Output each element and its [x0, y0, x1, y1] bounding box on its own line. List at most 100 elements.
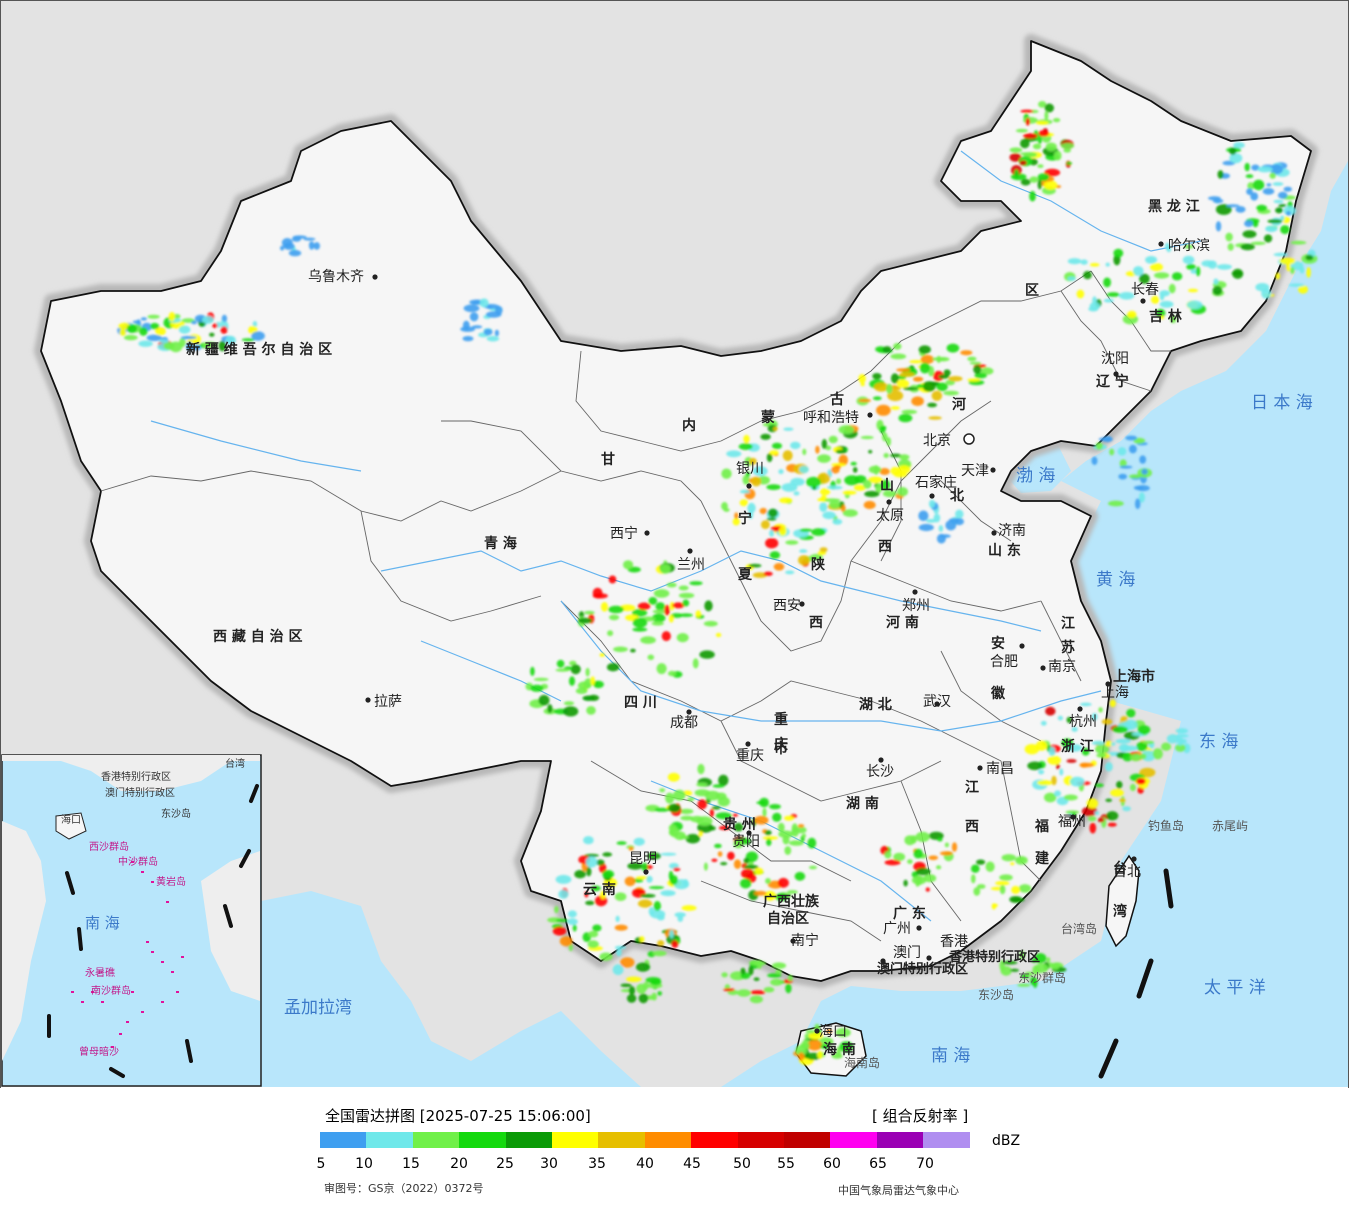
radar-echo	[1187, 288, 1199, 293]
radar-echo	[1066, 161, 1073, 165]
city-marker-icon	[991, 530, 997, 536]
radar-echo	[695, 610, 702, 618]
province-label: 湖 北	[859, 697, 892, 713]
radar-echo	[748, 563, 762, 568]
legend-tick-label: 45	[683, 1156, 701, 1172]
island-marker	[176, 991, 179, 993]
radar-echo	[191, 320, 198, 325]
radar-echo	[313, 242, 320, 250]
radar-echo	[765, 538, 779, 549]
legend-tick-label: 55	[777, 1156, 795, 1172]
radar-echo	[1037, 178, 1043, 190]
city-label: 乌鲁木齐	[308, 269, 364, 285]
legend-swatch	[552, 1132, 599, 1148]
radar-echo	[785, 983, 792, 994]
radar-echo	[1110, 742, 1116, 746]
radar-echo	[1226, 204, 1240, 208]
radar-echo	[819, 488, 831, 496]
radar-echo	[665, 792, 675, 804]
island-label: 海南岛	[844, 1055, 880, 1070]
island-label: 赤尾屿	[1212, 819, 1248, 833]
radar-echo	[1020, 109, 1034, 113]
inset-label: 南沙群岛	[91, 984, 131, 997]
radar-echo	[826, 1029, 833, 1034]
radar-echo	[985, 861, 995, 872]
radar-echo	[890, 453, 902, 458]
radar-echo	[139, 327, 148, 336]
radar-echo	[647, 852, 661, 860]
radar-echo	[999, 874, 1013, 881]
province-label: 浙 江	[1061, 738, 1094, 755]
radar-echo	[761, 520, 770, 529]
radar-echo	[577, 681, 591, 690]
radar-echo	[787, 890, 798, 894]
radar-echo	[673, 789, 686, 801]
radar-echo	[682, 599, 690, 607]
radar-echo	[649, 886, 664, 890]
radar-echo	[971, 864, 980, 873]
radar-echo	[752, 572, 768, 578]
radar-echo	[738, 443, 753, 450]
radar-echo	[797, 824, 805, 828]
city-label: 南昌	[986, 761, 1014, 777]
radar-echo	[763, 986, 775, 993]
radar-echo	[1038, 769, 1045, 775]
radar-echo	[1275, 207, 1283, 214]
radar-map: 新 疆 维 吾 尔 自 治 区西 藏 自 治 区 青 海 甘 内 蒙 古 区 黑 龙 江吉 林…	[1, 1, 1348, 1087]
review-number: 审图号：GS京（2022）0372号	[324, 1182, 484, 1195]
city-label: 天津	[961, 463, 989, 479]
radar-echo	[714, 843, 722, 849]
legend-swatch	[320, 1132, 367, 1148]
radar-echo	[568, 943, 573, 952]
radar-echo	[558, 889, 569, 899]
radar-echo	[1059, 768, 1064, 776]
city-marker-icon	[886, 499, 892, 505]
radar-echo	[1095, 744, 1109, 754]
radar-echo	[582, 695, 595, 701]
radar-echo	[192, 343, 202, 351]
radar-echo	[620, 983, 632, 988]
radar-echo	[734, 512, 739, 519]
radar-echo	[864, 490, 880, 498]
radar-echo	[911, 875, 927, 885]
radar-echo	[1267, 219, 1283, 224]
radar-echo	[1086, 798, 1099, 809]
radar-echo	[1065, 810, 1080, 814]
radar-echo	[842, 490, 857, 495]
radar-echo	[469, 312, 479, 322]
radar-echo	[750, 990, 766, 995]
radar-echo	[1071, 726, 1078, 732]
radar-echo	[1166, 245, 1172, 253]
radar-echo	[897, 487, 908, 497]
radar-echo	[745, 471, 751, 477]
radar-echo	[872, 373, 882, 380]
radar-echo	[805, 1029, 815, 1034]
radar-echo	[1019, 950, 1026, 960]
island-label: 东沙群岛	[1018, 970, 1066, 985]
radar-echo	[547, 704, 553, 714]
city-label: 香港	[940, 934, 968, 950]
radar-echo	[858, 398, 871, 403]
city-label: 台北	[1113, 864, 1141, 880]
radar-echo	[1299, 266, 1305, 274]
radar-echo	[1019, 160, 1027, 166]
radar-echo	[1069, 776, 1085, 787]
radar-echo	[651, 621, 664, 626]
radar-echo	[1035, 121, 1049, 125]
radar-echo	[1133, 485, 1144, 490]
radar-echo	[925, 519, 937, 523]
radar-echo	[1244, 162, 1250, 172]
radar-echo	[717, 851, 723, 857]
radar-echo	[890, 406, 900, 410]
radar-echo	[1037, 780, 1053, 786]
legend-tick-label: 35	[588, 1156, 606, 1172]
radar-echo	[1118, 473, 1128, 480]
radar-echo	[789, 840, 804, 846]
radar-echo	[1020, 138, 1030, 149]
radar-echo	[666, 582, 677, 588]
radar-echo	[659, 564, 671, 574]
agency-name: 中国气象局雷达气象中心	[838, 1184, 959, 1197]
radar-echo	[1201, 260, 1214, 267]
city-label: 海口	[819, 1024, 847, 1040]
radar-echo	[863, 500, 876, 510]
